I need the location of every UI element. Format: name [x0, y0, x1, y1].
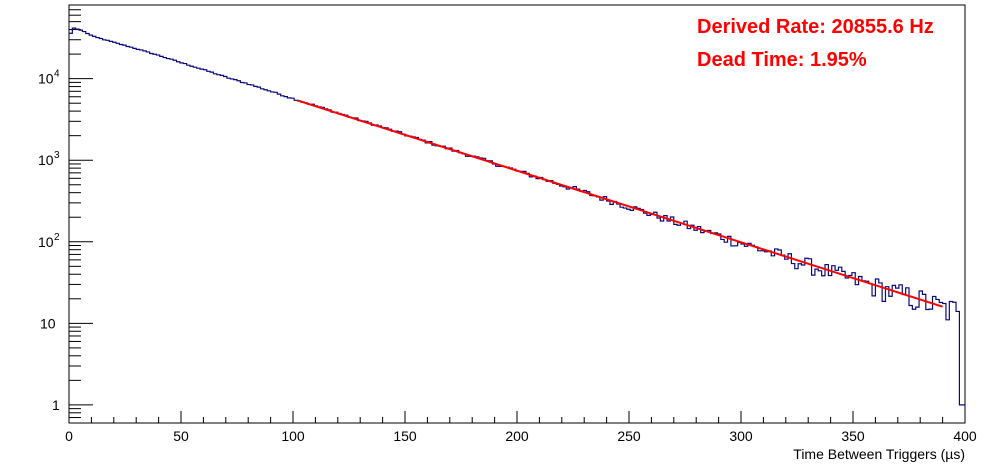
series-layer: [69, 27, 965, 406]
annotation-dead-time: Dead Time: 1.95%: [697, 49, 867, 71]
y-tick-label: 10: [38, 234, 54, 250]
y-tick-label: 1: [52, 397, 60, 413]
x-axis-label: Time Between Triggers (µs): [793, 446, 965, 462]
fit-line: [297, 99, 943, 308]
x-tick-label: 100: [281, 428, 305, 444]
x-tick-label: 250: [617, 428, 641, 444]
x-axis: 0 50 100 150 200 250 300 350 400: [65, 411, 977, 444]
x-tick-label: 150: [393, 428, 417, 444]
y-tick-label: 10: [38, 71, 54, 87]
x-tick-label: 50: [173, 428, 189, 444]
y-tick-exponent: 4: [54, 69, 60, 80]
y-tick-exponent: 3: [54, 150, 60, 161]
y-tick-exponent: 2: [54, 232, 60, 243]
x-tick-label: 0: [65, 428, 73, 444]
x-tick-label: 300: [729, 428, 753, 444]
x-tick-label: 350: [841, 428, 865, 444]
histogram-series: [69, 27, 965, 406]
annotation-derived-rate: Derived Rate: 20855.6 Hz: [697, 16, 934, 38]
x-tick-label: 400: [953, 428, 977, 444]
y-tick-label: 10: [40, 315, 56, 331]
y-tick-label: 10: [38, 152, 54, 168]
x-tick-label: 200: [505, 428, 529, 444]
